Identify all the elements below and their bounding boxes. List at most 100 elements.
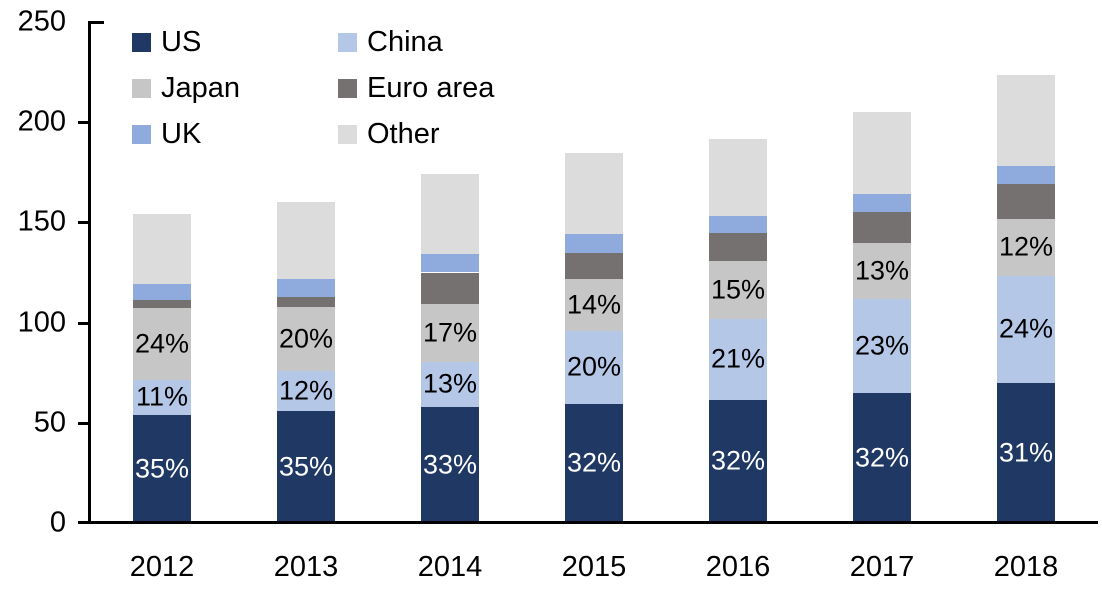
bar-segment-china-2018[interactable] (997, 275, 1055, 383)
bar-label-us-2017: 32% (854, 442, 910, 473)
x-tick-label-2016: 2016 (705, 551, 771, 583)
bar-segment-china-2013[interactable] (277, 370, 335, 411)
x-tick-label-2017: 2017 (849, 551, 915, 583)
bar-label-china-2018: 24% (998, 313, 1054, 344)
bar-label-china-2016: 21% (710, 343, 766, 374)
bar-segment-uk-2018[interactable] (997, 166, 1055, 185)
bar-label-us-2018: 31% (998, 437, 1054, 468)
legend-item-us[interactable]: US (132, 26, 338, 59)
bar-segment-euro-area-2016[interactable] (709, 233, 767, 262)
bar-segment-euro-area-2018[interactable] (997, 184, 1055, 220)
bar-segment-other-2016[interactable] (709, 139, 767, 217)
bar-segment-other-2013[interactable] (277, 202, 335, 279)
y-tick-label-200: 200 (17, 105, 66, 138)
bar-label-japan-2012: 24% (134, 328, 190, 359)
bar-segment-other-2018[interactable] (997, 75, 1055, 167)
bar-label-japan-2016: 15% (710, 274, 766, 305)
bar-segment-china-2014[interactable] (421, 361, 479, 407)
legend-label-uk: UK (161, 118, 202, 150)
y-tick-label-50: 50 (33, 406, 66, 439)
bar-label-china-2012: 11% (135, 381, 189, 412)
bar-segment-uk-2015[interactable] (565, 234, 623, 254)
legend-swatch-japan (132, 79, 151, 98)
x-tick-label-2012: 2012 (129, 551, 195, 583)
bar-segment-us-2015[interactable] (565, 403, 623, 523)
legend-swatch-uk (132, 125, 151, 144)
bar-segment-japan-2014[interactable] (421, 303, 479, 362)
legend-label-euro-area: Euro area (367, 72, 495, 104)
y-tick-label-250: 250 (17, 5, 66, 38)
bar-segment-us-2012[interactable] (133, 414, 191, 523)
legend-label-china: China (367, 26, 443, 58)
bar-segment-china-2017[interactable] (853, 298, 911, 393)
bar-label-us-2014: 33% (422, 449, 478, 480)
bar-segment-uk-2016[interactable] (709, 216, 767, 234)
bar-label-us-2016: 32% (710, 445, 766, 476)
bar-segment-us-2014[interactable] (421, 406, 479, 523)
bar-segment-japan-2016[interactable] (709, 261, 767, 319)
y-tick-label-150: 150 (17, 205, 66, 238)
x-tick-label-2014: 2014 (417, 551, 483, 583)
bar-label-china-2017: 23% (854, 330, 910, 361)
bar-segment-other-2014[interactable] (421, 174, 479, 255)
legend-item-euro-area[interactable]: Euro area (338, 72, 494, 105)
bar-segment-japan-2012[interactable] (133, 307, 191, 380)
bar-label-japan-2015: 14% (566, 289, 622, 320)
bar-label-japan-2014: 17% (422, 317, 478, 348)
legend-label-us: US (161, 26, 202, 58)
bar-segment-uk-2012[interactable] (133, 283, 191, 300)
bar-segment-china-2012[interactable] (133, 379, 191, 415)
bar-segment-us-2017[interactable] (853, 392, 911, 523)
bar-segment-other-2012[interactable] (133, 214, 191, 284)
legend-swatch-other (338, 125, 357, 144)
bar-segment-japan-2017[interactable] (853, 243, 911, 299)
x-tick-label-2015: 2015 (561, 551, 627, 583)
bar-segment-euro-area-2014[interactable] (421, 272, 479, 304)
x-tick-label-2013: 2013 (273, 551, 339, 583)
bar-segment-uk-2013[interactable] (277, 278, 335, 297)
legend-item-japan[interactable]: Japan (132, 72, 338, 105)
legend-swatch-us (132, 33, 151, 52)
bar-segment-us-2016[interactable] (709, 399, 767, 523)
bar-segment-japan-2013[interactable] (277, 306, 335, 371)
bar-label-us-2012: 35% (134, 453, 190, 484)
bar-segment-japan-2018[interactable] (997, 219, 1055, 276)
bar-segment-us-2018[interactable] (997, 382, 1055, 523)
bar-segment-euro-area-2017[interactable] (853, 212, 911, 244)
bar-segment-us-2013[interactable] (277, 410, 335, 523)
legend-label-other: Other (367, 118, 440, 150)
bar-label-japan-2017: 13% (854, 255, 910, 286)
bar-label-japan-2018: 12% (998, 231, 1054, 262)
y-tick-50 (78, 421, 88, 425)
bar-segment-japan-2015[interactable] (565, 278, 623, 331)
bar-segment-china-2015[interactable] (565, 330, 623, 404)
legend-item-other[interactable]: Other (338, 118, 494, 151)
bar-segment-euro-area-2012[interactable] (133, 299, 191, 308)
bar-segment-china-2016[interactable] (709, 318, 767, 400)
bar-label-japan-2013: 20% (278, 323, 334, 354)
y-tick-label-100: 100 (17, 306, 66, 339)
bar-label-us-2013: 35% (278, 451, 334, 482)
y-tick-label-0: 0 (49, 506, 66, 539)
legend-item-uk[interactable]: UK (132, 118, 338, 151)
bar-segment-uk-2014[interactable] (421, 254, 479, 273)
y-tick-250 (88, 21, 104, 24)
y-tick-150 (78, 221, 88, 225)
y-tick-200 (78, 121, 88, 125)
bar-segment-other-2017[interactable] (853, 112, 911, 195)
y-tick-100 (78, 321, 88, 325)
bar-label-us-2015: 32% (566, 447, 622, 478)
chart-legend: US China Japan Euro area UK Other (132, 26, 494, 151)
bar-segment-uk-2017[interactable] (853, 194, 911, 213)
bar-label-china-2015: 20% (566, 351, 622, 382)
bar-segment-euro-area-2013[interactable] (277, 296, 335, 307)
x-tick-label-2018: 2018 (993, 551, 1059, 583)
bar-segment-euro-area-2015[interactable] (565, 253, 623, 279)
x-axis-line (78, 521, 1098, 524)
y-axis-line (88, 21, 91, 524)
bar-label-china-2014: 13% (422, 368, 478, 399)
legend-item-china[interactable]: China (338, 26, 494, 59)
bar-segment-other-2015[interactable] (565, 153, 623, 235)
legend-swatch-euro-area (338, 79, 357, 98)
